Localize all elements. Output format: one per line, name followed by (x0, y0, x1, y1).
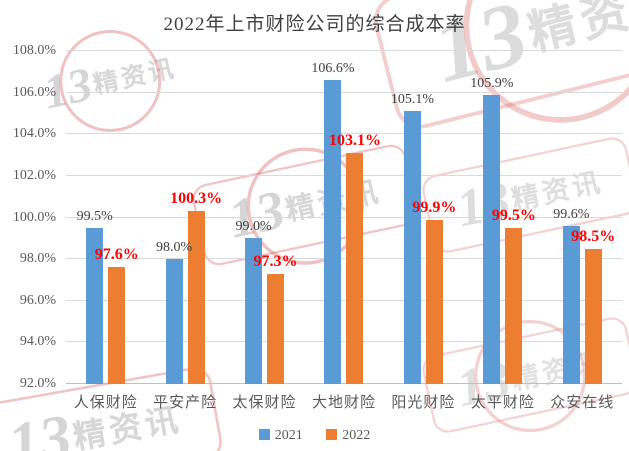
legend-swatch-2021-icon (258, 429, 270, 441)
plot-area: 99.5% 97.6% 98.0% 100.3% 99.0% 97.3% 106.6% 103… (66, 50, 622, 384)
chart-title: 2022年上市财险公司的综合成本率 (163, 14, 466, 35)
bar-2022-平安产险 (187, 211, 205, 384)
value-label-2022-平安产险: 100.3% (170, 190, 223, 207)
legend-item-2021: 2021 (258, 428, 303, 444)
value-label-2022-太平财险: 99.5% (491, 207, 536, 224)
y-tick-label: 104.0% (12, 126, 56, 142)
value-label-2022-太保财险: 97.3% (253, 253, 298, 270)
gridline (66, 299, 622, 301)
legend: 2021 2022 (0, 428, 629, 444)
y-tick-label: 98.0% (19, 251, 56, 267)
legend-label-2022: 2022 (342, 428, 371, 443)
gridline (66, 341, 622, 343)
gridline (66, 174, 622, 176)
y-tick-label: 92.0% (19, 376, 56, 391)
gridline (66, 216, 622, 218)
x-axis-label-阳光财险: 阳光财险 (391, 395, 456, 411)
bar-group-太保财险: 99.0% 97.3% (225, 51, 304, 384)
value-label-2021-人保财险: 99.5% (76, 209, 113, 224)
legend-label-2021: 2021 (274, 428, 303, 443)
bar-2022-大地财险 (346, 153, 364, 384)
value-label-2021-平安产险: 98.0% (156, 240, 193, 255)
bar-2021-众安在线 (562, 226, 580, 384)
bar-group-人保财险: 99.5% 97.6% (66, 51, 145, 384)
gridline (66, 133, 622, 135)
bar-2021-平安产险 (165, 259, 183, 384)
x-axis-label-人保财险: 人保财险 (73, 395, 138, 411)
legend-swatch-2022-icon (326, 429, 338, 441)
x-axis-label-平安产险: 平安产险 (153, 395, 218, 411)
x-axis-label-太平财险: 太平财险 (470, 395, 535, 411)
bar-group-大地财险: 106.6% 103.1% (304, 51, 383, 384)
y-tick-label: 94.0% (19, 334, 56, 350)
x-axis-line (66, 383, 622, 384)
gridline (66, 258, 622, 260)
legend-item-2022: 2022 (326, 428, 370, 444)
value-label-2022-大地财险: 103.1% (328, 132, 381, 149)
bar-group-平安产险: 98.0% 100.3% (145, 51, 224, 384)
bar-2021-太保财险 (245, 238, 263, 384)
y-tick-label: 102.0% (12, 167, 56, 183)
x-axis-label-太保财险: 太保财险 (232, 395, 297, 411)
y-axis: 92.0% 94.0% 96.0% 98.0% 100.0% 102.0% 104.0% 10… (0, 43, 60, 391)
bar-2022-人保财险 (108, 267, 126, 384)
y-tick-label: 100.0% (12, 209, 56, 225)
bar-2022-众安在线 (584, 249, 602, 384)
value-label-2021-众安在线: 99.6% (553, 207, 590, 222)
value-label-2022-阳光财险: 99.9% (412, 199, 457, 216)
bar-2021-太平财险 (483, 95, 501, 384)
bar-group-太平财险: 105.9% 99.5% (463, 51, 542, 384)
value-label-2021-阳光财险: 105.1% (390, 92, 434, 107)
gridline (66, 50, 622, 51)
bar-2021-人保财险 (86, 228, 104, 384)
y-tick-label: 96.0% (19, 292, 56, 308)
x-axis: 人保财险 平安产险 太保财险 大地财险 阳光财险 太平财险 众安在线 (66, 391, 622, 411)
bar-2021-大地财险 (324, 80, 342, 384)
value-label-2021-大地财险: 106.6% (311, 61, 355, 76)
value-label-2022-人保财险: 97.6% (94, 246, 139, 263)
y-tick-label: 106.0% (12, 84, 56, 100)
y-tick-label: 108.0% (12, 43, 56, 58)
bar-2022-太平财险 (505, 228, 523, 384)
bar-2021-阳光财险 (403, 111, 421, 384)
value-label-2021-太平财险: 105.9% (470, 76, 514, 91)
x-axis-label-大地财险: 大地财险 (311, 395, 376, 411)
value-label-2022-众安在线: 98.5% (571, 228, 616, 245)
x-axis-label-众安在线: 众安在线 (550, 395, 615, 411)
bar-2022-太保财险 (267, 274, 285, 384)
bar-group-阳光财险: 105.1% 99.9% (384, 51, 463, 384)
bar-group-众安在线: 99.6% 98.5% (543, 51, 622, 384)
gridline (66, 91, 622, 93)
bar-2022-阳光财险 (425, 220, 443, 384)
value-label-2021-太保财险: 99.0% (235, 219, 272, 234)
